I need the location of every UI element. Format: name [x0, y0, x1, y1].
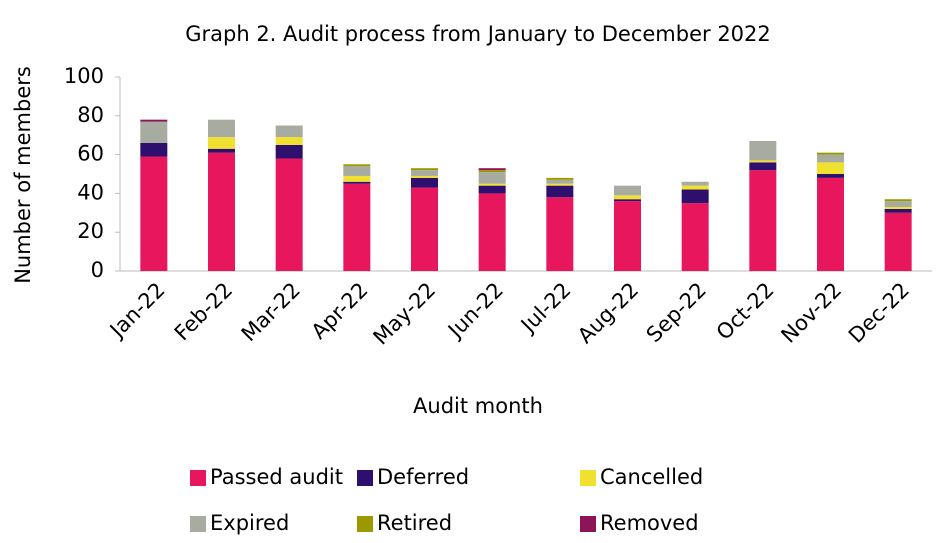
bar-segment	[411, 177, 438, 188]
bar-segment	[275, 137, 303, 145]
legend-swatch	[357, 516, 373, 532]
x-axis-title: Audit month	[413, 394, 543, 418]
bar-segment	[275, 158, 303, 271]
y-tick-label: 80	[77, 103, 104, 127]
bar-segment	[411, 168, 438, 171]
bar-segment	[478, 185, 506, 194]
y-tick-label: 60	[77, 142, 104, 166]
legend-swatch	[190, 516, 206, 532]
bar-segment	[208, 137, 235, 149]
bar-segment	[275, 144, 303, 159]
y-tick-label: 100	[64, 64, 104, 88]
bar-segment	[614, 185, 641, 196]
bar-segment	[817, 152, 844, 155]
bar-segment	[681, 189, 709, 204]
legend-swatch	[580, 516, 596, 532]
y-tick-label: 20	[77, 219, 104, 243]
bar-segment	[343, 183, 371, 271]
bar-segment	[884, 212, 912, 271]
bar-segment	[884, 199, 912, 202]
bar-segment	[546, 177, 574, 180]
bar-segment	[343, 166, 371, 176]
bar-segment	[478, 183, 506, 186]
bar-segment	[884, 208, 912, 213]
bar-segment	[546, 183, 574, 186]
x-tick-label: Jul-22	[515, 278, 576, 339]
x-tick-label: Mar-22	[237, 278, 305, 346]
bar-segment	[546, 185, 574, 198]
legend-label: Retired	[377, 511, 452, 535]
bar-segment	[749, 160, 777, 163]
bar-segment	[275, 125, 303, 138]
bar-segment	[478, 170, 506, 173]
bar-segment	[208, 119, 235, 138]
bar-segment	[681, 185, 709, 190]
bar-segment	[208, 148, 235, 153]
bar-segment	[884, 206, 912, 209]
x-tick-label: Jun-22	[442, 278, 508, 344]
legend-label: Removed	[600, 511, 699, 535]
x-tick-label: Oct-22	[712, 278, 779, 345]
bar-segment	[817, 177, 844, 271]
bar-segment	[817, 174, 844, 178]
bar-segment	[411, 175, 438, 178]
x-tick-label: Jan-22	[104, 278, 170, 344]
bar-segment	[140, 156, 168, 271]
bar-segment	[817, 154, 844, 163]
legend-swatch	[580, 470, 596, 486]
bar-segment	[817, 162, 844, 174]
bar-segment	[681, 181, 709, 186]
bar-segment	[614, 199, 641, 202]
y-tick-label: 0	[91, 258, 104, 282]
chart-title: Graph 2. Audit process from January to D…	[185, 22, 771, 46]
legend-swatch	[190, 470, 206, 486]
x-tick-label: Dec-22	[844, 278, 914, 348]
bar-segment	[884, 201, 912, 207]
bar-segment	[681, 203, 709, 271]
bar-segment	[343, 181, 371, 184]
x-tick-label: Sep-22	[642, 278, 711, 347]
bar-segment	[208, 152, 235, 271]
bar-segment	[614, 201, 641, 271]
bar-segment	[478, 193, 506, 271]
bar-segment	[140, 142, 168, 157]
bar-segment	[478, 168, 506, 171]
bar-segment	[411, 187, 438, 271]
bar-segment	[411, 170, 438, 176]
bar-segment	[478, 172, 506, 184]
y-tick-label: 40	[77, 180, 104, 204]
bar-segment	[546, 197, 574, 271]
legend-label: Cancelled	[600, 465, 703, 489]
legend-label: Passed audit	[210, 465, 343, 489]
bar-segment	[140, 121, 168, 143]
bar-segment	[140, 119, 168, 122]
x-tick-label: Feb-22	[170, 278, 238, 346]
bar-segment	[614, 195, 641, 200]
bar-segment	[749, 162, 777, 171]
bar-segment	[749, 141, 777, 161]
bar-segment	[343, 164, 371, 167]
x-tick-label: Nov-22	[776, 278, 846, 348]
bar-segment	[546, 179, 574, 184]
legend-swatch	[357, 470, 373, 486]
legend-label: Deferred	[377, 465, 469, 489]
legend-label: Expired	[210, 511, 289, 535]
bar-segment	[343, 175, 371, 182]
x-tick-label: Apr-22	[307, 278, 373, 344]
y-axis-title: Number of members	[11, 66, 35, 284]
x-tick-label: May-22	[369, 278, 441, 350]
bar-segment	[749, 170, 777, 271]
x-tick-label: Aug-22	[573, 278, 643, 348]
